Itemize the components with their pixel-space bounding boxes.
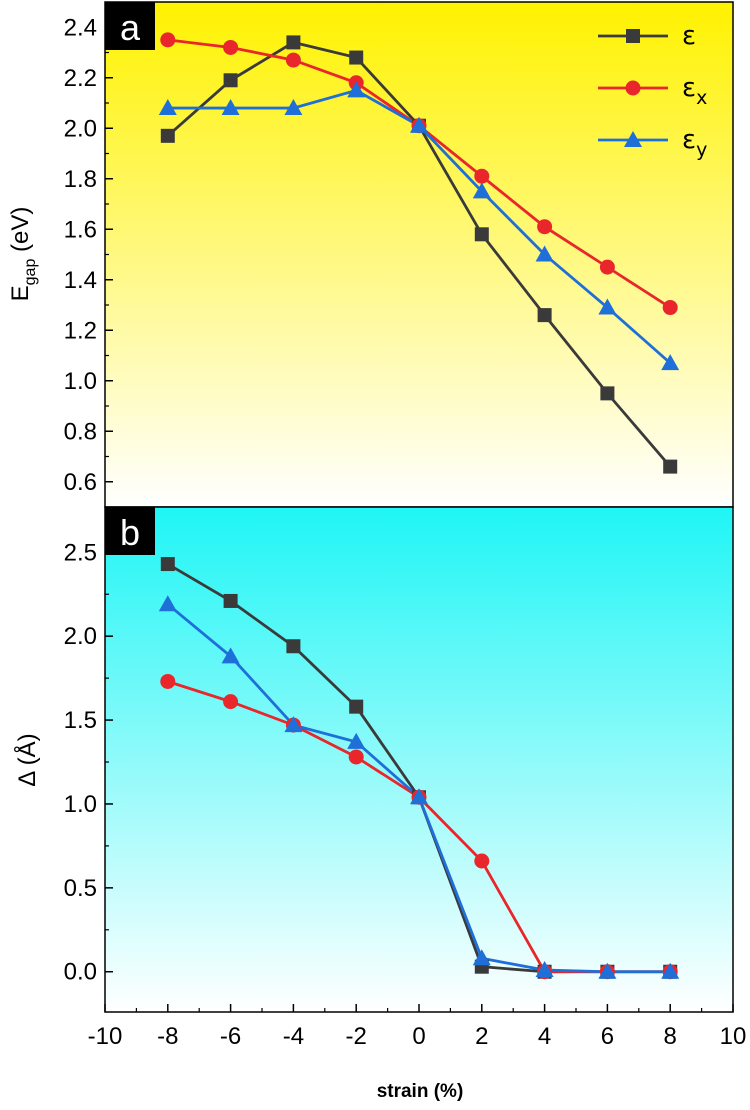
data-point-eps: [349, 50, 364, 65]
legend-marker-eps_y: [624, 131, 642, 147]
y-tick-label: 1.6: [64, 216, 97, 243]
data-point-eps_x: [160, 32, 176, 48]
legend-label-eps_x: εx: [682, 73, 707, 109]
x-tick-label: 4: [538, 1023, 551, 1050]
data-point-eps: [537, 308, 552, 323]
legend-marker-eps_x: [625, 80, 641, 96]
data-point-eps: [474, 227, 489, 242]
data-point-eps_x: [599, 259, 615, 275]
y-tick-label: 1.2: [64, 317, 97, 344]
panel-b-letter: b: [120, 512, 140, 553]
legend-label-eps: ε: [682, 21, 696, 51]
data-point-eps_x: [348, 749, 364, 765]
x-axis-label: strain (%): [377, 1081, 464, 1102]
y-tick-label: 0.6: [64, 469, 97, 496]
y-tick-label: 1.8: [64, 166, 97, 193]
x-tick-label: -10: [88, 1023, 123, 1050]
y-tick-label: 1.0: [64, 368, 97, 395]
data-point-eps_x: [160, 673, 176, 689]
data-point-eps_x: [223, 39, 239, 55]
data-point-eps_x: [474, 168, 490, 184]
panel-b: 0.00.51.01.52.02.5 -10 -8 -6 -4 -2 0 2 4 6 8 10 b …: [13, 506, 747, 1102]
x-tick-label: -8: [157, 1023, 178, 1050]
data-point-eps: [600, 386, 615, 401]
data-point-eps_y: [472, 182, 491, 199]
panel-a-ylabel: Egap (eV): [7, 207, 39, 302]
data-point-eps_x: [285, 52, 301, 68]
data-point-eps_y: [661, 962, 680, 979]
panel-b-background: [105, 507, 733, 1012]
panel-a-letter-box: [105, 2, 155, 50]
data-point-eps_x: [474, 853, 490, 869]
data-point-eps: [223, 593, 238, 608]
legend-label-eps_y: εy: [682, 125, 707, 161]
panel-b-ylabel: Δ (Å): [13, 733, 41, 786]
data-point-eps_y: [535, 961, 554, 978]
data-point-eps: [160, 128, 175, 143]
data-point-eps: [663, 459, 678, 474]
data-point-eps_y: [410, 788, 428, 805]
data-point-eps: [286, 639, 301, 654]
panel-a-letter: a: [120, 7, 141, 48]
x-tick-label: 2: [475, 1023, 488, 1050]
x-tick-label: 10: [720, 1023, 747, 1050]
data-point-eps_y: [598, 962, 617, 979]
data-point-eps: [223, 73, 238, 88]
data-point-eps_y: [472, 949, 491, 966]
data-point-eps_y: [158, 595, 177, 612]
x-tick-label: -2: [346, 1023, 367, 1050]
y-tick-label: 1.0: [64, 791, 97, 818]
panel-b-letter-box: [105, 507, 155, 555]
y-tick-label: 0.0: [64, 959, 97, 986]
y-tick-label: 1.4: [64, 267, 97, 294]
legend-marker-eps: [626, 29, 640, 43]
data-point-eps_y: [347, 81, 366, 98]
data-point-eps_y: [221, 99, 240, 116]
data-point-eps_x: [223, 694, 239, 710]
data-point-eps_y: [284, 716, 303, 733]
y-tick-label: 2.0: [64, 115, 97, 142]
x-tick-label: -6: [220, 1023, 241, 1050]
y-tick-label: 1.5: [64, 707, 97, 734]
y-tick-label: 2.5: [64, 539, 97, 566]
y-tick-label: 2.0: [64, 623, 97, 650]
y-tick-label: 2.4: [64, 14, 97, 41]
data-point-eps_y: [221, 647, 240, 664]
y-tick-label: 2.2: [64, 65, 97, 92]
data-point-eps_y: [410, 116, 428, 133]
data-point-eps_y: [535, 245, 554, 262]
panel-a: 0.6 0.8 1.0 1.2 1.4 1.6 1.8 2.0 2.2 2.4 a Egap (e…: [7, 1, 734, 508]
data-point-eps_y: [347, 732, 366, 749]
data-point-eps_y: [158, 99, 177, 116]
data-point-eps: [286, 35, 301, 50]
x-tick-label: 0: [412, 1023, 425, 1050]
data-point-eps_y: [598, 298, 617, 315]
x-tick-label: 6: [601, 1023, 614, 1050]
panel-b-frame: [104, 506, 734, 1013]
x-tick-label: 8: [664, 1023, 677, 1050]
data-point-eps: [160, 557, 175, 572]
legend: ε εx εy: [598, 21, 707, 161]
data-point-eps_y: [284, 99, 303, 116]
data-point-eps_x: [537, 219, 553, 235]
y-tick-label: 0.5: [64, 875, 97, 902]
data-point-eps_x: [662, 300, 678, 316]
y-tick-label: 0.8: [64, 418, 97, 445]
data-point-eps: [349, 699, 364, 714]
x-tick-label: -4: [283, 1023, 304, 1050]
data-point-eps_y: [661, 354, 680, 371]
